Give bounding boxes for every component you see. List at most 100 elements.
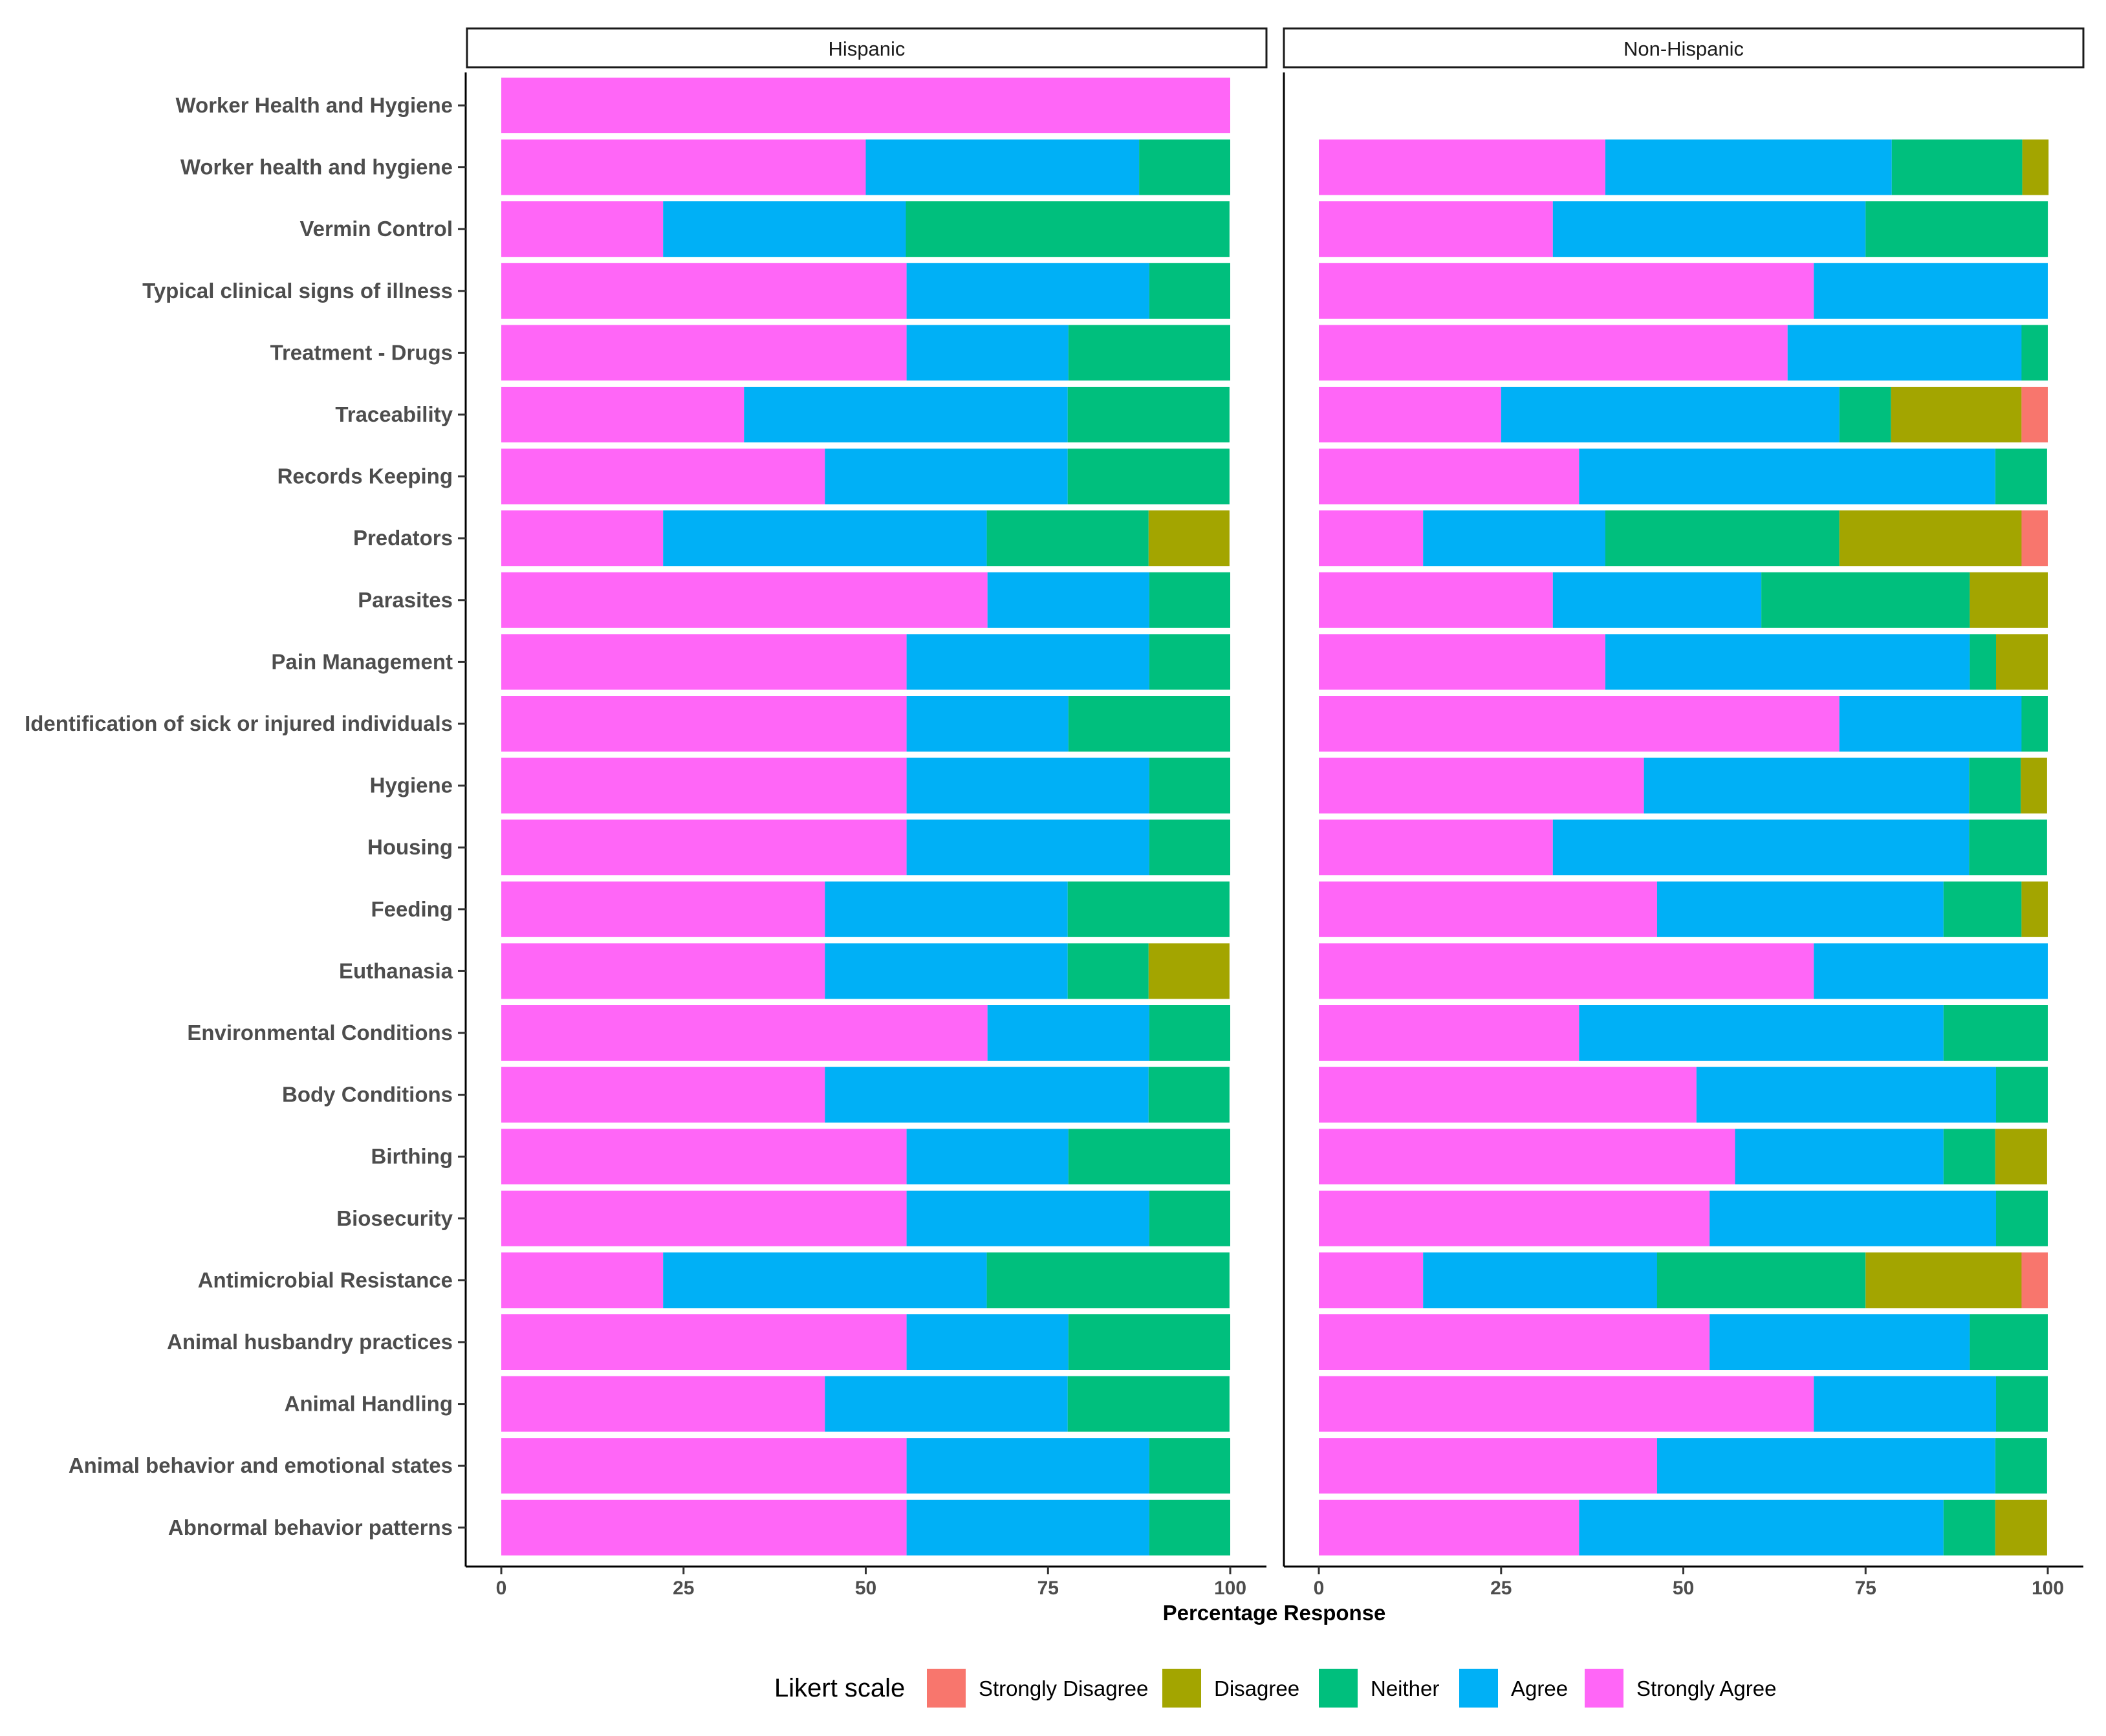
bar-non-hispanic-identification-of-sick-or-injured-individuals-agree: [1839, 696, 2022, 752]
bar-hispanic-identification-of-sick-or-injured-individuals-agree: [906, 696, 1069, 752]
bar-non-hispanic-hygiene-neither: [1969, 757, 2021, 814]
x-tick-label-non-hispanic-75: 75: [1855, 1578, 1876, 1599]
category-label-worker-health-and-hygiene: Worker Health and Hygiene: [175, 93, 453, 117]
bar-hispanic-animal-husbandry-practices-neither: [1068, 1314, 1230, 1370]
category-label-animal-behavior-and-emotional-states: Animal behavior and emotional states: [69, 1453, 453, 1477]
bars-non-hispanic: [1319, 139, 2049, 1556]
bar-hispanic-euthanasia-agree: [825, 943, 1068, 999]
bar-hispanic-predators-agree: [663, 510, 987, 567]
bar-non-hispanic-records-keeping-agree: [1579, 448, 1995, 505]
bar-hispanic-animal-behavior-and-emotional-states-agree: [906, 1438, 1149, 1494]
bar-non-hispanic-environmental-conditions-agree: [1579, 1005, 1944, 1061]
bar-hispanic-vermin-control-strongly-agree: [501, 201, 664, 257]
bar-hispanic-antimicrobial-resistance-agree: [663, 1252, 987, 1308]
category-label-housing: Housing: [367, 835, 453, 859]
bar-non-hispanic-birthing-strongly-agree: [1319, 1129, 1735, 1185]
bar-hispanic-worker-health-and-hygiene-strongly-agree: [501, 139, 866, 195]
bar-non-hispanic-antimicrobial-resistance-disagree: [1865, 1252, 2022, 1308]
bar-non-hispanic-worker-health-and-hygiene-agree: [1605, 139, 1892, 195]
x-axis-title: Percentage Response: [1163, 1601, 1386, 1625]
bar-hispanic-feeding-neither: [1067, 881, 1230, 937]
legend-key-neither: [1319, 1669, 1358, 1708]
category-label-pain-management: Pain Management: [271, 649, 453, 673]
bar-non-hispanic-predators-neither: [1605, 510, 1840, 567]
bar-hispanic-body-conditions-neither: [1148, 1067, 1230, 1123]
bar-hispanic-birthing-neither: [1068, 1129, 1230, 1185]
bar-hispanic-birthing-agree: [906, 1129, 1069, 1185]
bar-hispanic-abnormal-behavior-patterns-neither: [1149, 1499, 1230, 1556]
bar-non-hispanic-parasites-neither: [1761, 572, 1970, 628]
bar-non-hispanic-biosecurity-agree: [1710, 1190, 1996, 1246]
bar-hispanic-biosecurity-neither: [1149, 1190, 1230, 1246]
bar-hispanic-predators-disagree: [1148, 510, 1230, 567]
bar-hispanic-antimicrobial-resistance-neither: [986, 1252, 1230, 1308]
bar-non-hispanic-pain-management-neither: [1970, 634, 1996, 690]
category-label-typical-clinical-signs-of-illness: Typical clinical signs of illness: [142, 279, 453, 303]
bar-hispanic-pain-management-strongly-agree: [501, 634, 907, 690]
bar-non-hispanic-pain-management-disagree: [1996, 634, 2048, 690]
strip-hispanic: [466, 27, 1268, 69]
category-label-euthanasia: Euthanasia: [339, 959, 453, 982]
bar-non-hispanic-body-conditions-strongly-agree: [1319, 1067, 1697, 1123]
bar-non-hispanic-identification-of-sick-or-injured-individuals-neither: [2021, 696, 2048, 752]
bar-non-hispanic-pain-management-agree: [1605, 634, 1970, 690]
legend: Likert scale Strongly Disagree Disagree Ne…: [774, 1669, 1776, 1708]
category-label-hygiene: Hygiene: [370, 774, 453, 797]
bar-hispanic-animal-handling-strongly-agree: [501, 1376, 825, 1432]
bar-hispanic-hygiene-neither: [1149, 757, 1230, 814]
category-label-feeding: Feeding: [371, 897, 453, 921]
bar-hispanic-typical-clinical-signs-of-illness-agree: [906, 263, 1149, 319]
bar-non-hispanic-animal-handling-agree: [1814, 1376, 1996, 1432]
bar-non-hispanic-typical-clinical-signs-of-illness-agree: [1814, 263, 2048, 319]
bar-non-hispanic-records-keeping-neither: [1995, 448, 2047, 505]
bar-hispanic-hygiene-strongly-agree: [501, 757, 907, 814]
bar-hispanic-body-conditions-strongly-agree: [501, 1067, 825, 1123]
bar-hispanic-birthing-strongly-agree: [501, 1129, 907, 1185]
bar-hispanic-animal-husbandry-practices-agree: [906, 1314, 1069, 1370]
bar-non-hispanic-feeding-strongly-agree: [1319, 881, 1657, 937]
bar-non-hispanic-feeding-agree: [1656, 881, 1944, 937]
bar-non-hispanic-animal-husbandry-practices-strongly-agree: [1319, 1314, 1710, 1370]
x-tick-label-non-hispanic-0: 0: [1314, 1578, 1325, 1599]
bar-non-hispanic-housing-strongly-agree: [1319, 819, 1553, 876]
bar-hispanic-abnormal-behavior-patterns-strongly-agree: [501, 1499, 907, 1556]
legend-key-strongly-disagree: [927, 1669, 966, 1708]
bar-non-hispanic-traceability-neither: [1839, 387, 1891, 442]
bar-hispanic-environmental-conditions-strongly-agree: [501, 1005, 988, 1061]
bar-hispanic-feeding-agree: [825, 881, 1068, 937]
bar-hispanic-identification-of-sick-or-injured-individuals-neither: [1068, 696, 1230, 752]
bar-hispanic-euthanasia-strongly-agree: [501, 943, 825, 999]
bar-hispanic-treatment-drugs-strongly-agree: [501, 325, 907, 381]
category-label-body-conditions: Body Conditions: [282, 1083, 453, 1107]
bar-non-hispanic-hygiene-strongly-agree: [1319, 757, 1644, 814]
bar-non-hispanic-feeding-disagree: [2021, 881, 2048, 937]
bar-non-hispanic-animal-behavior-and-emotional-states-agree: [1656, 1438, 1995, 1494]
bar-non-hispanic-hygiene-disagree: [2021, 757, 2047, 814]
bar-non-hispanic-worker-health-and-hygiene-neither: [1891, 139, 2023, 195]
bar-non-hispanic-environmental-conditions-neither: [1943, 1005, 2048, 1061]
legend-key-strongly-agree: [1585, 1669, 1623, 1708]
bar-non-hispanic-treatment-drugs-strongly-agree: [1319, 325, 1788, 381]
legend-key-agree: [1459, 1669, 1498, 1708]
legend-label-strongly-agree: Strongly Agree: [1636, 1676, 1776, 1700]
category-label-predators: Predators: [353, 526, 453, 550]
bar-non-hispanic-abnormal-behavior-patterns-agree: [1579, 1499, 1944, 1556]
legend-label-neither: Neither: [1371, 1676, 1439, 1700]
bar-non-hispanic-traceability-strongly-agree: [1319, 387, 1501, 442]
bar-hispanic-biosecurity-agree: [906, 1190, 1149, 1246]
bar-non-hispanic-vermin-control-strongly-agree: [1319, 201, 1553, 257]
bar-hispanic-abnormal-behavior-patterns-agree: [906, 1499, 1149, 1556]
bar-hispanic-treatment-drugs-agree: [906, 325, 1069, 381]
bar-hispanic-animal-handling-neither: [1067, 1376, 1230, 1432]
category-label-animal-husbandry-practices: Animal husbandry practices: [167, 1330, 453, 1354]
bar-non-hispanic-parasites-strongly-agree: [1319, 572, 1553, 628]
category-label-birthing: Birthing: [371, 1144, 453, 1168]
category-label-records-keeping: Records Keeping: [277, 464, 453, 488]
legend-title: Likert scale: [774, 1674, 905, 1702]
bar-non-hispanic-abnormal-behavior-patterns-disagree: [1995, 1499, 2047, 1556]
category-label-animal-handling: Animal Handling: [285, 1392, 453, 1416]
strip-label-hispanic: Hispanic: [829, 38, 906, 60]
bar-non-hispanic-antimicrobial-resistance-agree: [1423, 1252, 1657, 1308]
category-label-vermin-control: Vermin Control: [299, 217, 453, 241]
